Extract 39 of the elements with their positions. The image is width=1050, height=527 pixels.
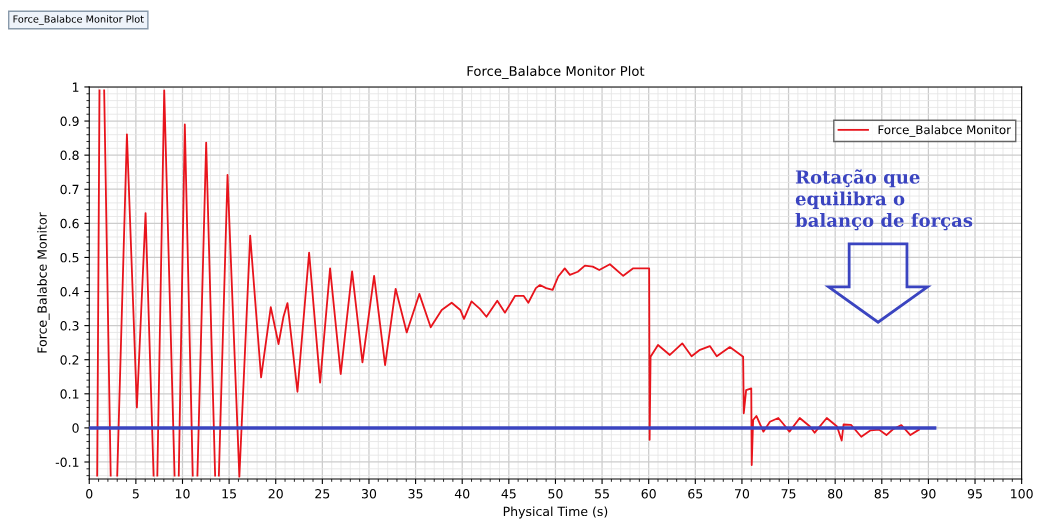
y-tick-label: 0.5	[60, 252, 79, 263]
y-tick-label: 0.3	[60, 321, 79, 331]
x-tick-label: 100	[1011, 488, 1033, 499]
x-tick-label: 65	[688, 488, 703, 499]
x-tick-label: 80	[828, 488, 843, 499]
x-tick-label: 85	[874, 488, 889, 499]
x-tick-label: 60	[641, 488, 656, 499]
x-tick-label: 95	[967, 488, 982, 499]
y-tick-label: 0	[72, 423, 79, 433]
x-tick-label: 20	[268, 488, 283, 499]
x-tick-label: 5	[132, 489, 139, 499]
chart-title: Force_Balabce Monitor Plot	[467, 65, 645, 79]
x-tick-label: 0	[86, 488, 93, 499]
x-tick-label: 50	[548, 488, 563, 499]
x-tick-label: 90	[921, 488, 936, 499]
x-tick-label: 25	[315, 488, 330, 499]
x-tick-label: 35	[408, 488, 423, 499]
annotation: Rotação que equilibra o balanço de forças	[795, 169, 973, 231]
legend-label: Force_Balabce Monitor	[878, 125, 1012, 137]
y-tick-label: 0.9	[60, 116, 79, 126]
y-axis-title: Force_Balabce Monitor	[37, 212, 50, 353]
x-tick-label: 10	[175, 488, 190, 499]
x-tick-label: 70	[735, 488, 750, 499]
y-tick-label: 0.4	[60, 286, 79, 297]
x-tick-label: 40	[454, 488, 470, 499]
x-tick-label: 30	[361, 488, 377, 499]
y-tick-label: 0.2	[60, 355, 79, 365]
y-tick-label: 0.6	[60, 218, 79, 229]
x-tick-label: 55	[595, 489, 609, 499]
text: Force_Balabce Monitor Plot	[13, 15, 144, 25]
y-tick-label: 0.1	[60, 389, 79, 399]
x-tick-label: 45	[501, 489, 516, 499]
x-tick-label: 75	[781, 489, 796, 499]
x-axis-title: Physical Time (s)	[503, 506, 608, 519]
y-tick-label: 1	[72, 82, 79, 92]
x-tick-label: 15	[222, 489, 236, 499]
y-tick-label: -0.1	[55, 457, 79, 467]
y-tick-label: 0.8	[60, 150, 79, 161]
y-tick-label: 0.7	[60, 184, 79, 195]
